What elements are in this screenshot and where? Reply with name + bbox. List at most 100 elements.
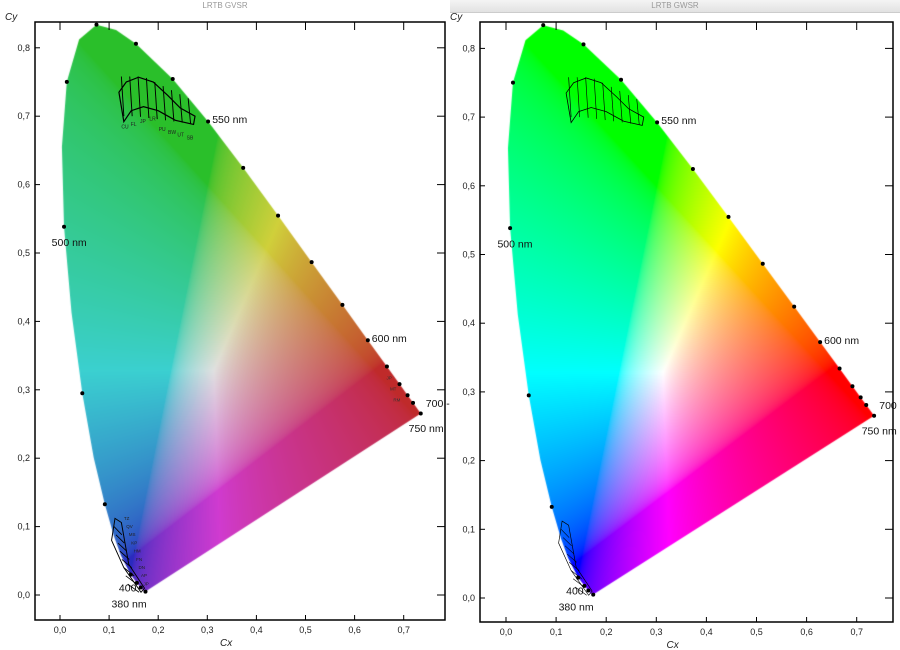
green-tolerance-region <box>565 77 645 126</box>
y-tick-label: 0,5 <box>17 248 30 258</box>
y-tick-label: 0,7 <box>17 111 30 121</box>
region-label: PU <box>159 127 166 133</box>
region-hatch-line <box>636 99 640 125</box>
region-hatch-line <box>568 77 572 118</box>
region-label: CU <box>121 125 129 131</box>
region-label: TZ <box>124 516 130 521</box>
region-hatch-line <box>627 95 632 124</box>
region-hatch-line <box>187 98 192 124</box>
region-hatch-line <box>572 578 585 588</box>
region-hatch-line <box>121 559 132 568</box>
region-hatch-line <box>574 586 587 596</box>
region-label: JP <box>140 119 147 125</box>
wavelength-marker-dot <box>690 166 695 171</box>
y-tick-label: 0,6 <box>462 181 475 191</box>
region-label: AP <box>141 573 147 578</box>
chromaticity-diagram-right: 0,0 0,1 0,2 0,3 0,4 0,5 0,6 0,7 0,0 0,1 0,2 0,3 0,4 0… <box>450 12 900 650</box>
wavelength-marker-dot <box>864 403 869 408</box>
x-tick-label: 0,4 <box>250 625 263 635</box>
wavelength-label: 380 nm <box>112 598 147 610</box>
wavelength-label: 550 nm <box>661 115 696 127</box>
x-axis-label: Cx <box>667 640 680 650</box>
region-hatch-line <box>593 78 598 119</box>
wavelength-label: 400 <box>566 586 584 598</box>
wavelength-marker-dot <box>619 77 624 82</box>
region-label: MT <box>390 386 397 391</box>
region-hatch-line <box>120 76 125 117</box>
region-hatch-line <box>585 77 589 118</box>
region-hatch-line <box>179 94 183 123</box>
region-hatch-line <box>119 550 130 560</box>
wavelength-marker-dot <box>726 214 731 219</box>
wavelength-marker-dot <box>850 384 855 389</box>
y-tick-label: 0,4 <box>462 318 475 328</box>
region-hatch-line <box>127 583 140 593</box>
region-hatch-line <box>115 534 125 544</box>
y-tick-label: 0,2 <box>17 453 30 463</box>
blue-tolerance-region <box>558 520 593 596</box>
region-label: JP <box>387 376 392 381</box>
y-tick-label: 0,1 <box>462 524 475 534</box>
y-tick-label: 0,6 <box>17 180 30 190</box>
wavelength-marker-dot <box>549 504 554 509</box>
wavelength-marker-dot <box>365 338 370 343</box>
x-tick-label: 0,2 <box>152 625 165 635</box>
region-hatch-line <box>123 567 135 577</box>
region-hatch-line <box>570 570 582 579</box>
x-tick-label: 0,4 <box>700 627 713 637</box>
wavelength-marker-dot <box>206 119 211 124</box>
wavelength-marker-dot <box>510 80 515 85</box>
wavelength-marker-dot <box>411 400 416 405</box>
x-tick-label: 0,1 <box>103 625 116 635</box>
region-label: LR <box>149 116 156 122</box>
region-label: RM <box>393 397 400 402</box>
wavelength-label: 550 nm <box>212 114 247 126</box>
wavelength-marker-dot <box>818 340 823 345</box>
region-hatch-line <box>162 86 167 121</box>
wavelength-marker-dot <box>276 213 281 218</box>
x-tick-label: 0,0 <box>500 627 513 637</box>
wavelength-marker-dot <box>170 77 175 82</box>
y-axis-label: Cy <box>450 12 463 23</box>
region-label: KP <box>131 540 137 545</box>
region-hatch-line <box>564 545 575 555</box>
region-hatch-line <box>125 575 137 585</box>
wavelength-marker-dot <box>397 382 402 387</box>
region-label: FN <box>136 557 142 562</box>
region-label: MS <box>129 532 136 537</box>
panel-title: LRTB GVSR <box>202 1 248 10</box>
wavelength-marker-dot <box>582 583 587 588</box>
chromaticity-diagram-left: 0,0 0,1 0,2 0,3 0,4 0,5 0,6 0,7 0,0 0,1 0,2 0,3 0,4 0… <box>5 12 450 649</box>
wavelength-label: 600 nm <box>824 335 859 347</box>
y-tick-label: 0,5 <box>462 250 475 260</box>
wavelength-marker-dot <box>405 393 410 398</box>
green-tolerance-region <box>118 76 196 126</box>
x-tick-label: 0,6 <box>348 625 361 635</box>
wavelength-label: 750 nm <box>409 423 444 435</box>
y-tick-label: 0,3 <box>17 385 30 395</box>
wavelength-label: 380 nm <box>559 601 594 613</box>
wavelength-marker-dot <box>541 23 546 28</box>
wavelength-marker-dot <box>508 226 513 231</box>
wavelength-marker-dot <box>792 304 797 309</box>
plot-frame <box>34 21 446 621</box>
region-hatch-line <box>576 77 580 118</box>
y-tick-label: 0,4 <box>17 316 30 326</box>
x-tick-label: 0,5 <box>750 627 763 637</box>
region-hatch-line <box>129 76 133 117</box>
wavelength-marker-dot <box>94 22 99 27</box>
wavelength-marker-dot <box>837 366 842 371</box>
region-hatch-line <box>566 553 577 563</box>
wavelength-marker-dot <box>858 395 863 400</box>
y-tick-label: 0,8 <box>17 43 30 53</box>
region-hatch-line <box>610 86 615 122</box>
wavelength-marker-dot <box>384 364 389 369</box>
wavelength-marker-dot <box>591 592 596 597</box>
region-hatch-line <box>137 76 142 117</box>
y-tick-label: 0,8 <box>462 43 475 53</box>
wavelength-label: 750 nm <box>862 425 897 437</box>
region-label: FL <box>131 122 137 128</box>
wavelength-label: 500 nm <box>52 237 87 249</box>
region-label: UT <box>177 133 184 139</box>
wavelength-marker-dot <box>872 413 877 418</box>
